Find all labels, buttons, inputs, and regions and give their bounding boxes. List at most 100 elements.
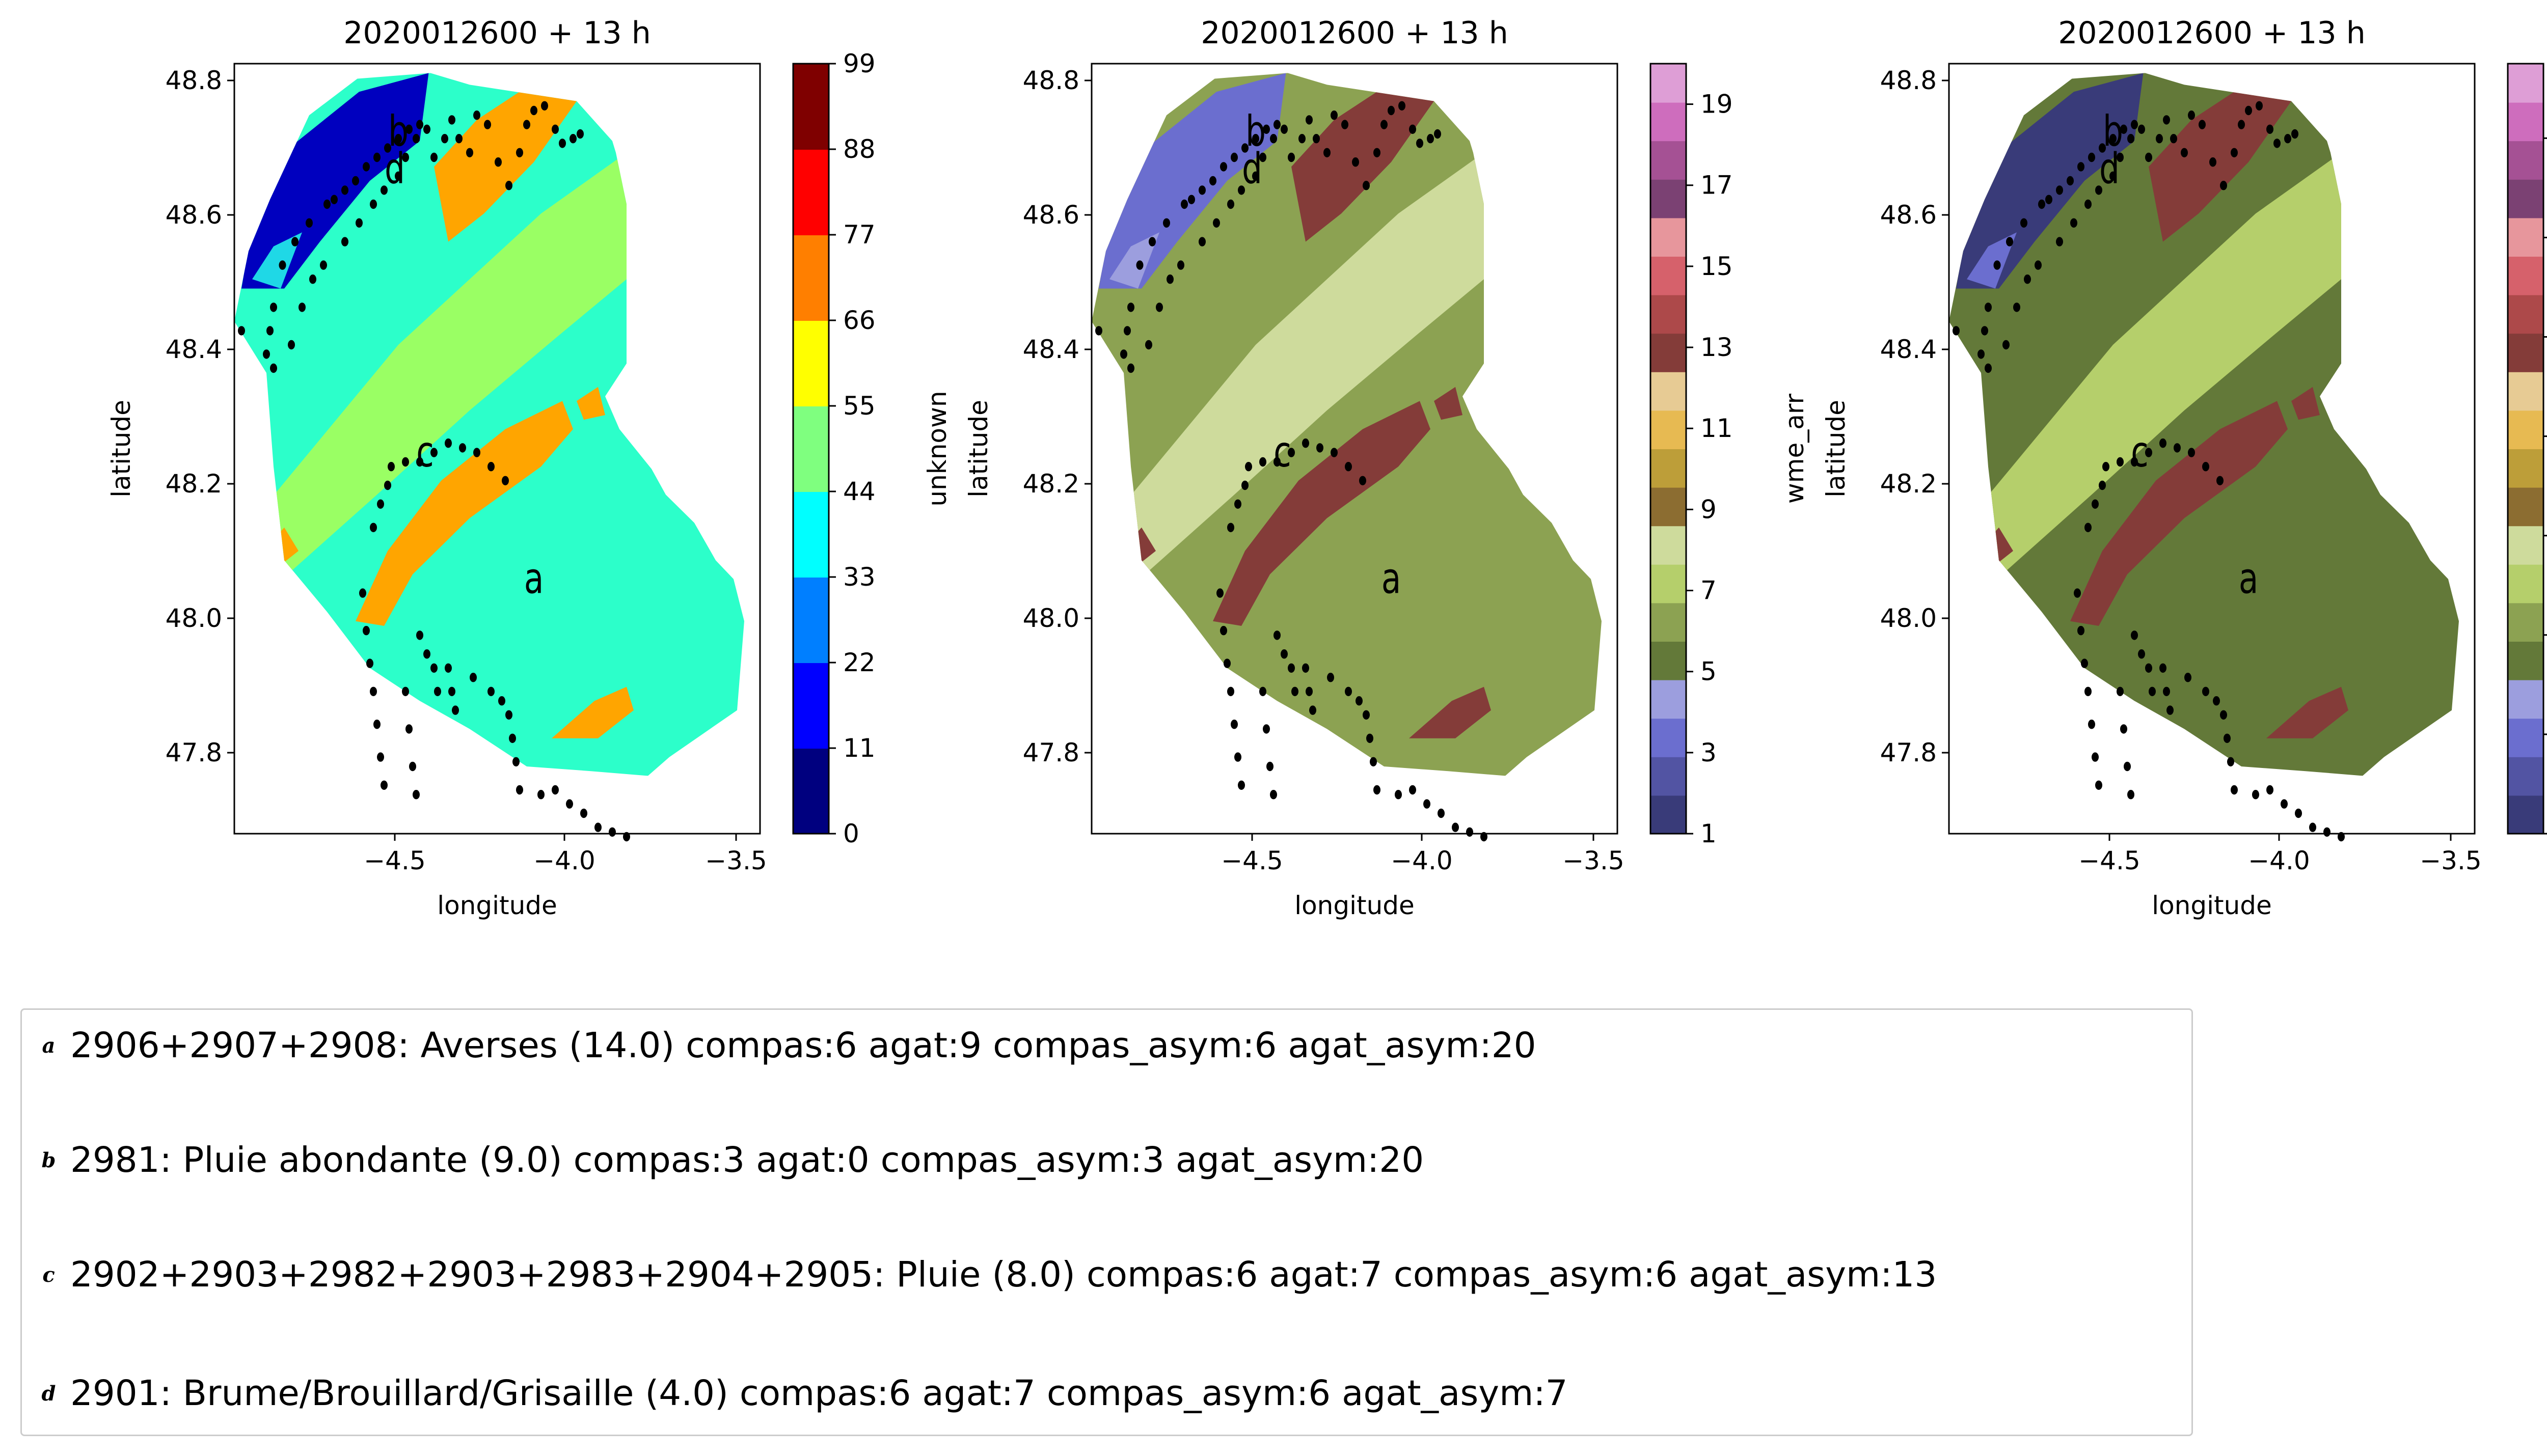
obs-point-9-2: [498, 696, 505, 706]
region-label-b: b: [1245, 107, 1266, 156]
obs-point-3-13: [1409, 124, 1416, 134]
colorbar-label: wme_arr: [1780, 393, 1809, 504]
obs-point-1-8: [395, 171, 402, 181]
map-hot-field-0: [356, 401, 573, 626]
obs-point-0-5: [279, 260, 286, 270]
colorbar-segment-13: [1650, 294, 1686, 334]
map-panel-w1_arr: 2020012600 + 13 h a b c d −4.5 −4.0 −3.5 47.8 48.…: [1821, 15, 2547, 920]
colorbar-segment-0: [2508, 795, 2543, 834]
obs-point-1-7: [381, 185, 388, 195]
obs-point-5-3: [2084, 686, 2092, 696]
colorbar-segment-17: [2508, 141, 2543, 180]
region-label-c: c: [416, 428, 434, 477]
obs-point-8-1: [448, 686, 455, 696]
obs-point-5-3: [370, 686, 377, 696]
obs-point-3-0: [2145, 152, 2152, 162]
obs-point-0-8: [2038, 199, 2045, 209]
region-label-d: d: [2099, 145, 2120, 194]
colorbar-segment-5: [793, 320, 829, 406]
obs-point-4-6: [2145, 448, 2152, 457]
obs-point-1-9: [402, 152, 409, 162]
obs-point-4-10: [2202, 462, 2209, 472]
obs-point-4-5: [2131, 457, 2138, 467]
legend-entry-a: a 2906+2907+2908: Averses (14.0) compas:…: [27, 1018, 1536, 1074]
obs-point-3-10: [1380, 120, 1388, 129]
obs-point-2-9: [1281, 124, 1288, 134]
observation-points: [1095, 101, 1487, 842]
colorbar-segment-8: [1650, 487, 1686, 527]
colorbar-segment-16: [2508, 179, 2543, 218]
obs-point-0-1: [263, 349, 270, 359]
x-tick-label: −3.5: [1562, 846, 1624, 875]
obs-point-2-0: [2045, 195, 2052, 204]
obs-point-4-4: [402, 457, 409, 467]
obs-point-3-13: [552, 124, 559, 134]
obs-point-7-2: [1288, 663, 1295, 673]
colorbar: 0481216202428w1_arr: [2507, 63, 2547, 835]
obs-point-7-1: [423, 649, 430, 659]
obs-point-1-1: [1156, 303, 1163, 312]
obs-point-3-8: [1363, 181, 1370, 190]
region-label-a: a: [1381, 555, 1401, 603]
colorbar-segment-4: [2508, 641, 2543, 680]
obs-point-8-0: [1302, 663, 1309, 673]
obs-point-4-11: [1359, 476, 1366, 485]
map-panel-wme_arr: 2020012600 + 13 h a b c d −4.5 −4.0 −3.5 47.8 48.…: [964, 15, 1809, 920]
obs-point-10-1: [552, 785, 559, 795]
obs-point-3-15: [2284, 134, 2291, 144]
obs-point-1-6: [1227, 199, 1234, 209]
obs-point-0-8: [323, 199, 331, 209]
obs-point-1-9: [1259, 152, 1266, 162]
legend-marker-d: d: [41, 1381, 56, 1406]
region-label-a: a: [2239, 555, 2259, 603]
obs-point-4-8: [1316, 443, 1323, 453]
colorbar-tick-label: 3: [1700, 738, 1717, 767]
obs-point-3-1: [2156, 134, 2163, 144]
obs-point-3-6: [2199, 120, 2206, 129]
obs-point-9-5: [2227, 757, 2234, 766]
obs-point-2-3: [363, 162, 370, 172]
obs-point-0-1: [1977, 349, 1985, 359]
obs-point-3-16: [1434, 129, 1441, 139]
obs-point-10-4: [594, 822, 602, 832]
obs-point-7-3: [434, 686, 441, 696]
obs-point-0-7: [306, 218, 313, 228]
legend-marker-a: a: [42, 1033, 56, 1058]
obs-point-9-6: [2231, 785, 2238, 795]
x-tick-label: −3.5: [2420, 846, 2481, 875]
obs-point-2-6: [2109, 134, 2117, 144]
obs-point-3-3: [455, 134, 463, 144]
obs-point-5-4: [2088, 720, 2095, 729]
colorbar-tick-label: 7: [1700, 576, 1717, 606]
obs-point-9-6: [516, 785, 523, 795]
region-label-d: d: [1242, 145, 1262, 194]
obs-point-7-0: [416, 630, 423, 640]
obs-point-0-7: [1163, 218, 1170, 228]
y-tick-label: 47.8: [1023, 738, 1079, 767]
obs-point-0-2: [1985, 363, 1992, 373]
obs-point-6-0: [2117, 686, 2124, 696]
x-tick-label: −4.0: [533, 846, 595, 875]
colorbar-tick-label: 33: [843, 562, 876, 592]
obs-point-1-0: [1145, 340, 1152, 350]
colorbar-tick-label: 19: [1700, 90, 1733, 119]
obs-point-3-4: [2181, 148, 2188, 157]
y-tick-label: 48.8: [166, 66, 222, 95]
legend-text-c: 2902+2903+2982+2903+2983+2904+2905: Plui…: [70, 1254, 1937, 1295]
obs-point-3-16: [2291, 129, 2298, 139]
obs-point-3-9: [2231, 148, 2238, 157]
y-tick-label: 47.8: [1880, 738, 1937, 767]
obs-point-4-10: [487, 462, 495, 472]
y-tick-label: 48.2: [1880, 469, 1937, 499]
colorbar-segment-3: [793, 491, 829, 578]
colorbar-segment-17: [1650, 141, 1686, 180]
obs-point-1-3: [1177, 260, 1184, 270]
colorbar-segment-5: [2508, 602, 2543, 642]
y-tick-label: 48.0: [1023, 603, 1079, 633]
y-tick-label: 48.6: [166, 200, 222, 230]
legend-marker-c: c: [42, 1262, 55, 1287]
colorbar-tick-label: 13: [1700, 333, 1733, 362]
x-tick-label: −4.5: [1221, 846, 1283, 875]
obs-point-3-11: [2245, 105, 2252, 116]
